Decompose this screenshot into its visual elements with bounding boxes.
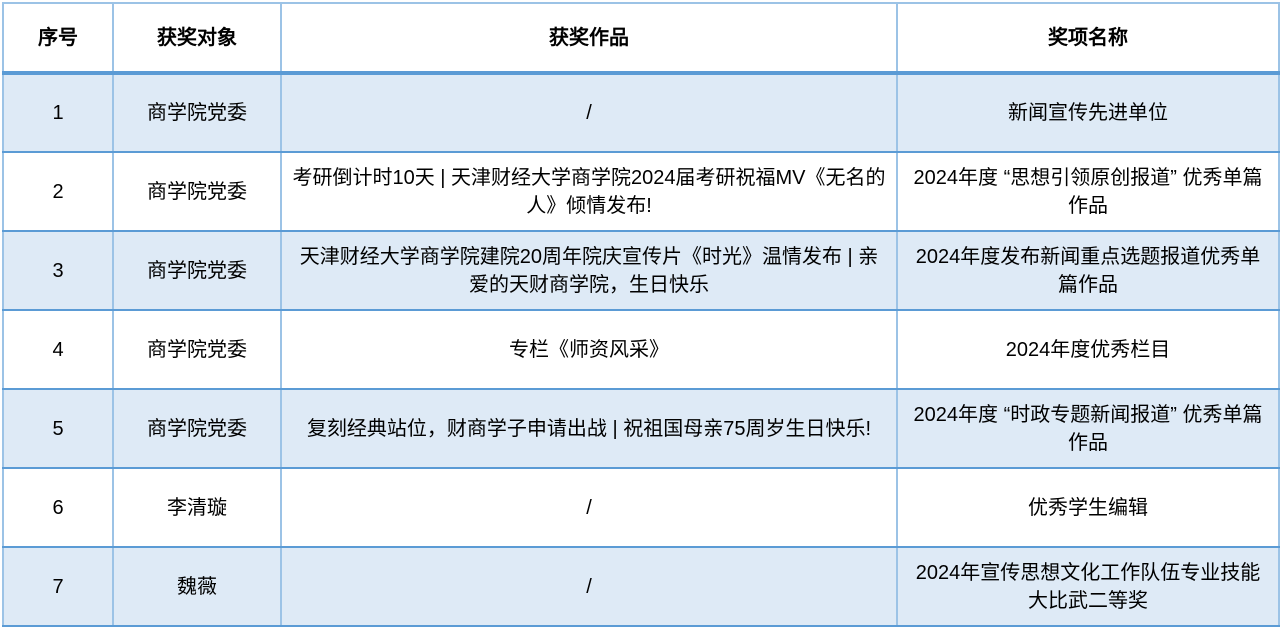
cell-serial-number: 1 xyxy=(2,72,114,153)
cell-award-recipient: 商学院党委 xyxy=(112,151,282,232)
table-row: 2 商学院党委 考研倒计时10天 | 天津财经大学商学院2024届考研祝福MV《… xyxy=(2,151,1280,232)
table-row: 4 商学院党委 专栏《师资风采》 2024年度优秀栏目 xyxy=(2,309,1280,390)
header-serial-number: 序号 xyxy=(2,2,114,75)
cell-award-work: 考研倒计时10天 | 天津财经大学商学院2024届考研祝福MV《无名的人》倾情发… xyxy=(280,151,898,232)
cell-award-name: 2024年度 “时政专题新闻报道” 优秀单篇作品 xyxy=(896,388,1280,469)
cell-award-recipient: 李清璇 xyxy=(112,467,282,548)
cell-award-name: 优秀学生编辑 xyxy=(896,467,1280,548)
table-row: 1 商学院党委 / 新闻宣传先进单位 xyxy=(2,72,1280,153)
cell-award-work: 天津财经大学商学院建院20周年院庆宣传片《时光》温情发布 | 亲爱的天财商学院，… xyxy=(280,230,898,311)
table-row: 5 商学院党委 复刻经典站位，财商学子申请出战 | 祝祖国母亲75周岁生日快乐!… xyxy=(2,388,1280,469)
cell-serial-number: 7 xyxy=(2,546,114,627)
cell-award-work: 专栏《师资风采》 xyxy=(280,309,898,390)
cell-award-name: 2024年度 “思想引领原创报道” 优秀单篇作品 xyxy=(896,151,1280,232)
cell-serial-number: 2 xyxy=(2,151,114,232)
header-award-work: 获奖作品 xyxy=(280,2,898,75)
cell-award-name: 2024年度发布新闻重点选题报道优秀单篇作品 xyxy=(896,230,1280,311)
cell-serial-number: 3 xyxy=(2,230,114,311)
cell-award-name: 2024年宣传思想文化工作队伍专业技能大比武二等奖 xyxy=(896,546,1280,627)
table-header-row: 序号 获奖对象 获奖作品 奖项名称 xyxy=(2,2,1280,75)
cell-award-work: / xyxy=(280,72,898,153)
cell-award-recipient: 魏薇 xyxy=(112,546,282,627)
cell-award-work: 复刻经典站位，财商学子申请出战 | 祝祖国母亲75周岁生日快乐! xyxy=(280,388,898,469)
header-award-recipient: 获奖对象 xyxy=(112,2,282,75)
table-row: 7 魏薇 / 2024年宣传思想文化工作队伍专业技能大比武二等奖 xyxy=(2,546,1280,627)
cell-award-recipient: 商学院党委 xyxy=(112,388,282,469)
cell-award-recipient: 商学院党委 xyxy=(112,309,282,390)
table-row: 6 李清璇 / 优秀学生编辑 xyxy=(2,467,1280,548)
table-row: 3 商学院党委 天津财经大学商学院建院20周年院庆宣传片《时光》温情发布 | 亲… xyxy=(2,230,1280,311)
cell-award-work: / xyxy=(280,467,898,548)
cell-award-work: / xyxy=(280,546,898,627)
cell-award-name: 新闻宣传先进单位 xyxy=(896,72,1280,153)
header-award-name: 奖项名称 xyxy=(896,2,1280,75)
cell-award-recipient: 商学院党委 xyxy=(112,230,282,311)
cell-award-name: 2024年度优秀栏目 xyxy=(896,309,1280,390)
cell-award-recipient: 商学院党委 xyxy=(112,72,282,153)
cell-serial-number: 5 xyxy=(2,388,114,469)
cell-serial-number: 4 xyxy=(2,309,114,390)
cell-serial-number: 6 xyxy=(2,467,114,548)
